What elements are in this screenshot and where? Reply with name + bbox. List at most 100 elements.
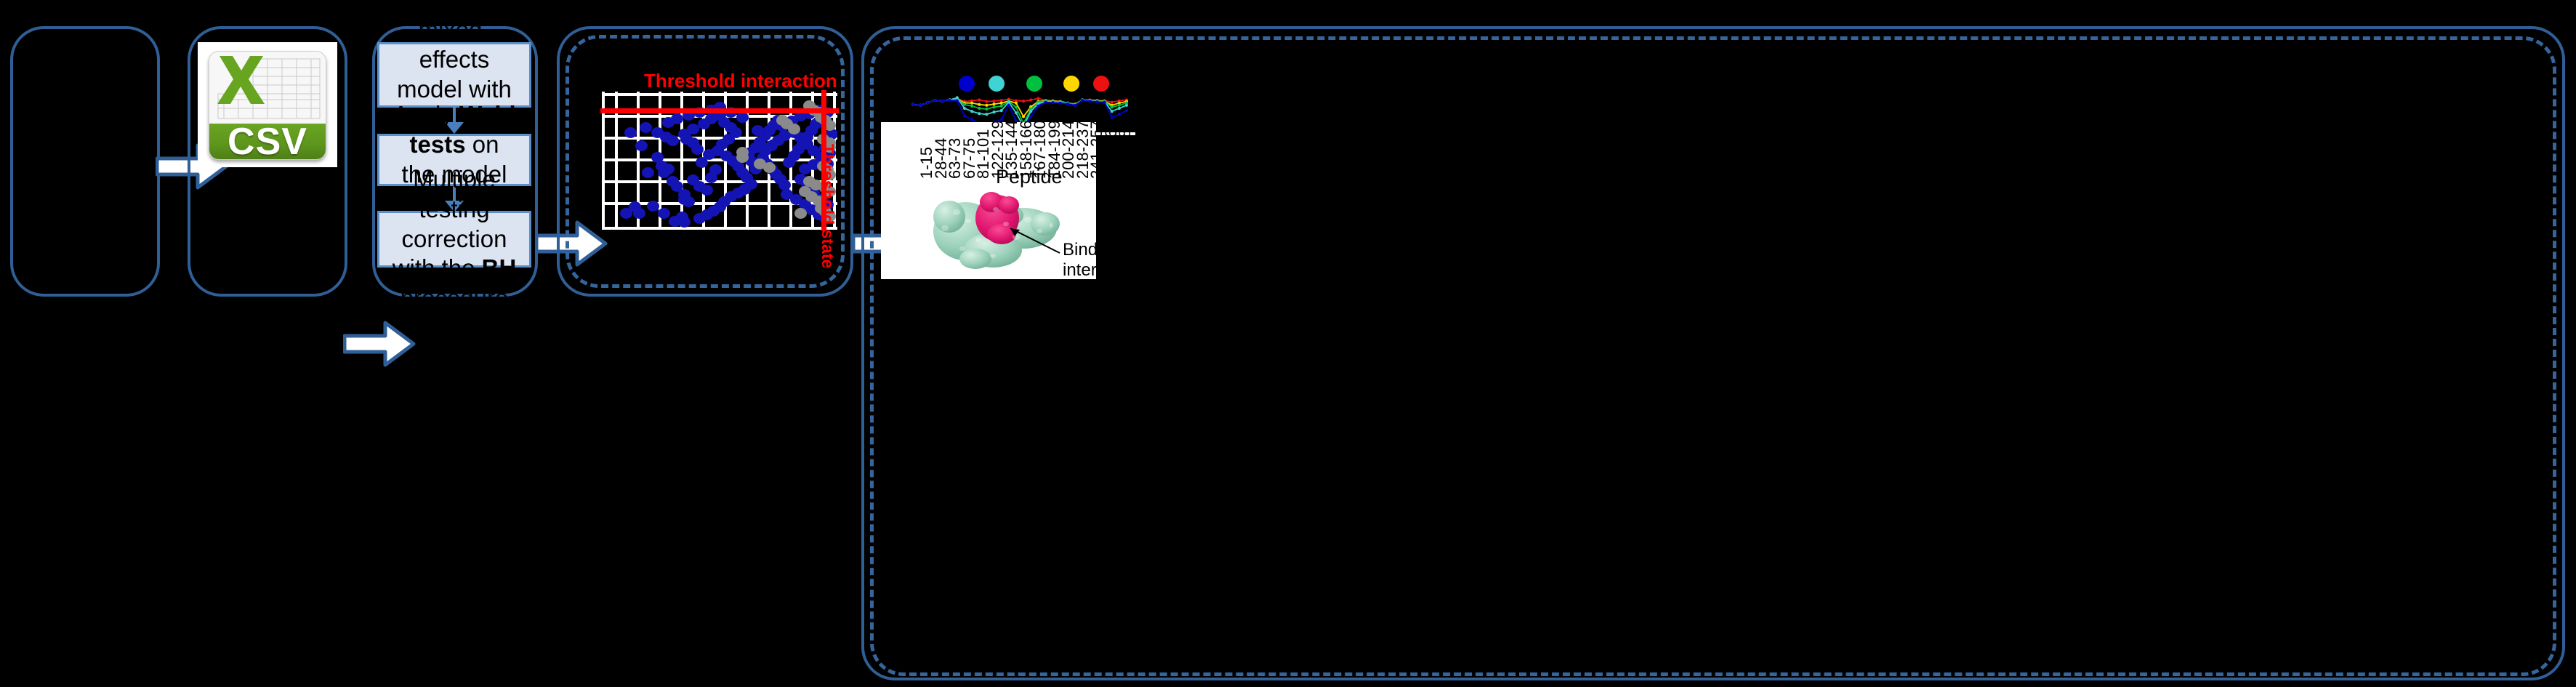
line-marker [1103,100,1106,104]
line-marker [1117,99,1121,103]
scatter-point-significant [682,196,695,208]
scatter-point-significant [640,122,653,134]
line-marker [919,103,922,107]
gridline-v [833,92,836,230]
scatter-point-nonsignificant [794,208,807,220]
line-marker [1117,101,1121,105]
line-marker [978,103,981,106]
binding-interface-annotation: Binding interface [1063,240,1130,280]
line-marker [1066,102,1069,105]
line-marker [911,103,915,106]
line-marker [955,96,959,100]
scatter-point-significant [658,208,670,220]
line-marker [1037,104,1040,108]
binding-interface-line2: interface [1063,260,1130,280]
line-marker [1037,102,1040,105]
stage-2-panel [188,26,347,297]
stage-5-panel [861,26,2565,680]
line-marker [1037,97,1040,100]
line-marker [1110,116,1114,119]
line-marker [970,118,974,121]
line-marker [970,104,974,108]
gridline-h [602,93,837,96]
scatter-point-nonsignificant [823,210,836,222]
scatter-point-significant [642,166,655,178]
gridline-v [637,92,640,230]
line-marker [1124,103,1129,107]
line-marker [1110,105,1114,109]
scatter-point-significant [633,208,646,220]
scatter-point-significant [635,140,648,151]
line-marker [962,114,967,118]
line-marker [978,106,981,111]
line-marker [1081,98,1084,103]
scatter-point-nonsignificant [736,151,749,163]
legend-dot-series-5 [1093,76,1109,92]
line-marker [955,99,959,103]
scatter-point-nonsignificant [823,119,836,131]
line-marker [985,113,989,116]
line-marker [1044,100,1047,104]
line-marker [1058,101,1062,105]
line-marker [1110,100,1114,104]
scatter-point-significant [696,156,709,168]
line-marker [926,101,930,105]
wald-line1-pre: Apply [393,101,460,129]
scatter-point-nonsignificant [823,186,836,198]
mt-line2: correction [401,225,507,252]
line-marker [962,103,967,106]
line-marker [999,118,1003,121]
stage-5-panel-dashed [870,36,2556,676]
scatter-point-significant [687,124,700,134]
scatter-point-significant [709,164,722,176]
scatter-point-significant [619,208,632,220]
line-marker [970,101,974,105]
line-marker [1007,103,1010,107]
line-marker [1014,111,1018,115]
threshold-interaction-title: Threshold interaction [644,70,837,92]
line-marker [1029,110,1033,113]
line-marker [1014,105,1018,109]
mt-bh-bold: BH [481,254,517,282]
scatter-point-significant [677,217,691,228]
line-marker [1110,110,1114,113]
wald-bold: Wald tests [409,101,516,158]
line-marker [970,110,974,113]
line-marker [992,105,996,109]
scatter-point-nonsignificant [787,124,800,134]
scatter-point-significant [646,200,659,212]
line-marker [978,98,981,102]
line-marker [1014,119,1018,123]
fit-model-box: Fit a linear mixed- effects model with R… [377,0,531,162]
fit-model-line2: effects model with [397,46,512,103]
connector-2-3-arrowhead [445,201,464,212]
csv-file-icon: CSV [209,51,326,160]
gridline-h [602,158,837,161]
legend-dot-series-3 [1026,76,1042,92]
scatter-plot-area [602,92,837,230]
threshold-interaction-line [600,108,839,113]
gridline-v [680,92,683,230]
scatter-point-significant [752,124,765,136]
line-marker [1021,99,1026,103]
line-marker [1073,103,1077,107]
scatter-point-nonsignificant [762,161,776,173]
line-marker [933,98,937,103]
fit-model-line1: Fit a linear mixed- [398,0,510,44]
multiple-testing-box: Multiple testing correction with the BH … [377,166,531,311]
line-marker [999,104,1003,108]
scatter-point-significant [778,180,792,191]
wald-line1-post: on [465,131,499,158]
line-marker [948,98,951,103]
legend-dot-series-1 [959,76,975,92]
stage-4-panel-dashed [565,35,845,288]
threshold-state-label: Threshold state [818,144,837,269]
line-marker [970,99,974,103]
threshold-state-line [821,90,826,231]
gridline-v [602,92,605,230]
mt-line3-post: procedure [400,284,509,312]
line-marker [941,99,944,103]
scatter-point-significant [624,127,637,139]
line-marker [992,103,996,106]
line-marker [1029,115,1033,118]
